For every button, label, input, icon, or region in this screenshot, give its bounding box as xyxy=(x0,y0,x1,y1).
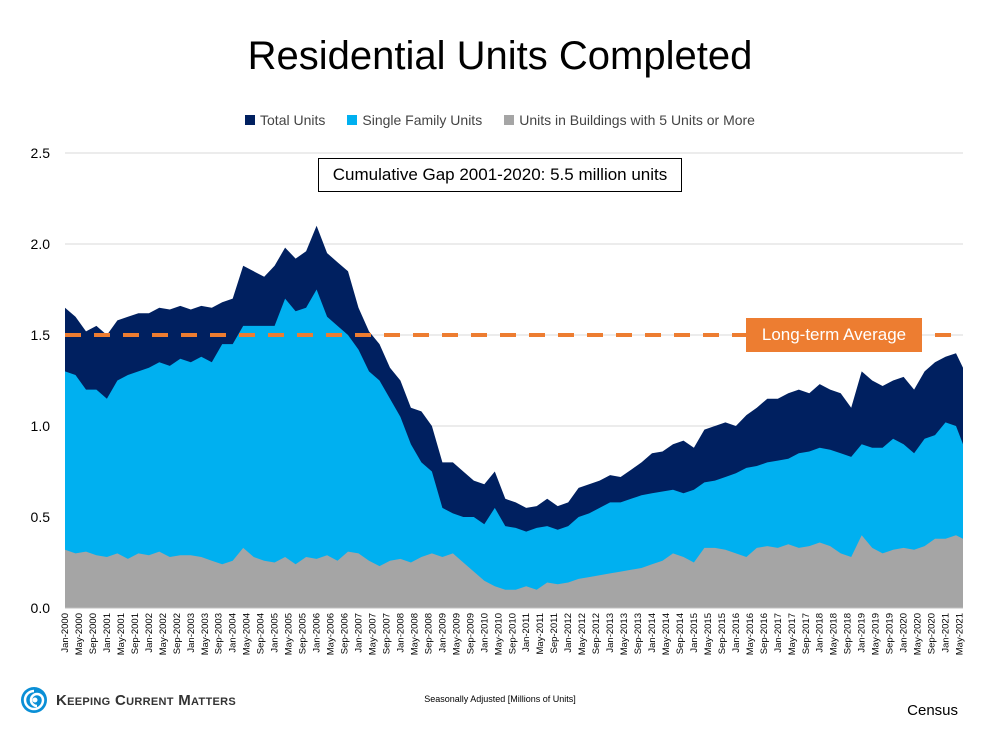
x-tick-label: Sep-2005 xyxy=(298,613,309,654)
long-term-average-label: Long-term Average xyxy=(746,318,922,352)
source-label: Census xyxy=(907,702,958,719)
area-series-single-family-units xyxy=(65,289,963,608)
x-tick-label: May-2004 xyxy=(242,613,253,655)
x-tick-label: Jan-2020 xyxy=(899,613,910,653)
x-tick-label: May-2019 xyxy=(871,613,882,655)
x-tick-label: May-2007 xyxy=(367,613,378,655)
x-tick-label: Sep-2000 xyxy=(88,613,99,654)
x-tick-label: May-2018 xyxy=(829,613,840,655)
legend-swatch xyxy=(504,115,515,125)
x-tick-label: Jan-2006 xyxy=(312,613,323,653)
x-tick-label: Sep-2001 xyxy=(130,613,141,654)
x-tick-label: Sep-2014 xyxy=(675,613,686,654)
x-tick-label: Sep-2011 xyxy=(549,613,560,654)
y-tick-label: 1.0 xyxy=(31,418,51,434)
x-tick-label: Sep-2020 xyxy=(927,613,938,654)
x-tick-label: Sep-2012 xyxy=(591,613,602,654)
y-tick-label: 0.5 xyxy=(31,509,51,525)
x-tick-label: Sep-2013 xyxy=(633,613,644,654)
legend-swatch xyxy=(347,115,358,125)
x-tick-label: May-2006 xyxy=(326,613,337,655)
x-tick-label: May-2001 xyxy=(116,613,127,655)
y-tick-label: 0.0 xyxy=(31,600,51,616)
x-tick-label: Jan-2010 xyxy=(479,613,490,653)
x-tick-label: Jan-2005 xyxy=(270,613,281,653)
x-tick-label: Sep-2006 xyxy=(340,613,351,654)
legend-item-multifamily: Units in Buildings with 5 Units or More xyxy=(504,112,755,128)
swirl-logo-icon xyxy=(21,687,47,713)
logo: Keeping Current Matters xyxy=(20,686,236,714)
legend-item-single-family: Single Family Units xyxy=(347,112,482,128)
y-tick-label: 2.0 xyxy=(31,236,51,252)
x-tick-label: Jan-2013 xyxy=(605,613,616,653)
x-tick-label: May-2016 xyxy=(745,613,756,655)
x-tick-label: Jan-2004 xyxy=(228,613,239,653)
x-tick-label: Sep-2015 xyxy=(717,613,728,654)
x-tick-label: May-2012 xyxy=(577,613,588,655)
x-tick-label: Jan-2001 xyxy=(102,613,113,653)
y-tick-label: 2.5 xyxy=(31,145,51,161)
legend-label: Single Family Units xyxy=(362,112,483,128)
x-tick-label: May-2014 xyxy=(661,613,672,655)
x-tick-label: Sep-2010 xyxy=(507,613,518,654)
x-tick-label: Sep-2017 xyxy=(801,613,812,654)
y-tick-label: 1.5 xyxy=(31,327,51,343)
x-tick-label: May-2020 xyxy=(913,613,924,655)
x-tick-label: May-2002 xyxy=(158,613,169,655)
x-tick-label: Sep-2002 xyxy=(172,613,183,654)
legend-swatch xyxy=(245,115,256,125)
x-tick-label: Sep-2018 xyxy=(843,613,854,654)
cumulative-gap-annotation: Cumulative Gap 2001-2020: 5.5 million un… xyxy=(318,158,682,192)
x-tick-label: Jan-2003 xyxy=(186,613,197,653)
legend-label: Total Units xyxy=(260,112,326,128)
x-tick-label: May-2000 xyxy=(74,613,85,655)
legend: Total Units Single Family Units Units in… xyxy=(0,112,1000,128)
x-tick-label: Jan-2015 xyxy=(689,613,700,653)
x-tick-label: Sep-2016 xyxy=(759,613,770,654)
area-series-five-plus-units xyxy=(65,535,963,608)
x-tick-label: May-2010 xyxy=(493,613,504,655)
x-tick-label: May-2003 xyxy=(200,613,211,655)
x-tick-label: Sep-2008 xyxy=(423,613,434,654)
x-tick-label: May-2009 xyxy=(451,613,462,655)
x-tick-label: Jan-2008 xyxy=(395,613,406,653)
x-tick-label: Jan-2002 xyxy=(144,613,155,653)
x-tick-label: Sep-2019 xyxy=(885,613,896,654)
x-tick-label: Sep-2003 xyxy=(214,613,225,654)
x-tick-label: May-2011 xyxy=(535,613,546,655)
x-tick-label: Sep-2004 xyxy=(256,613,267,654)
x-tick-label: Jan-2009 xyxy=(437,613,448,653)
x-tick-label: May-2021 xyxy=(955,613,966,655)
x-tick-label: Jan-2018 xyxy=(815,613,826,653)
x-tick-label: Jan-2014 xyxy=(647,613,658,653)
x-tick-label: Jan-2021 xyxy=(941,613,952,653)
x-tick-label: Sep-2009 xyxy=(465,613,476,654)
x-tick-label: May-2005 xyxy=(284,613,295,655)
legend-label: Units in Buildings with 5 Units or More xyxy=(519,112,755,128)
x-tick-label: May-2015 xyxy=(703,613,714,655)
legend-item-total: Total Units xyxy=(245,112,325,128)
units-note: Seasonally Adjusted [Millions of Units] xyxy=(424,694,576,704)
chart-title: Residential Units Completed xyxy=(247,34,753,78)
x-tick-label: Jan-2011 xyxy=(521,613,532,652)
x-tick-label: Jan-2016 xyxy=(731,613,742,653)
x-tick-label: Sep-2007 xyxy=(381,613,392,654)
x-tick-label: Jan-2012 xyxy=(563,613,574,653)
x-tick-label: Jan-2017 xyxy=(773,613,784,653)
x-tick-label: May-2017 xyxy=(787,613,798,655)
x-tick-label: May-2013 xyxy=(619,613,630,655)
x-tick-label: Jan-2019 xyxy=(857,613,868,653)
x-tick-label: Jan-2000 xyxy=(60,613,71,653)
x-tick-label: Jan-2007 xyxy=(354,613,365,653)
logo-text: Keeping Current Matters xyxy=(56,691,236,709)
x-tick-label: May-2008 xyxy=(409,613,420,655)
